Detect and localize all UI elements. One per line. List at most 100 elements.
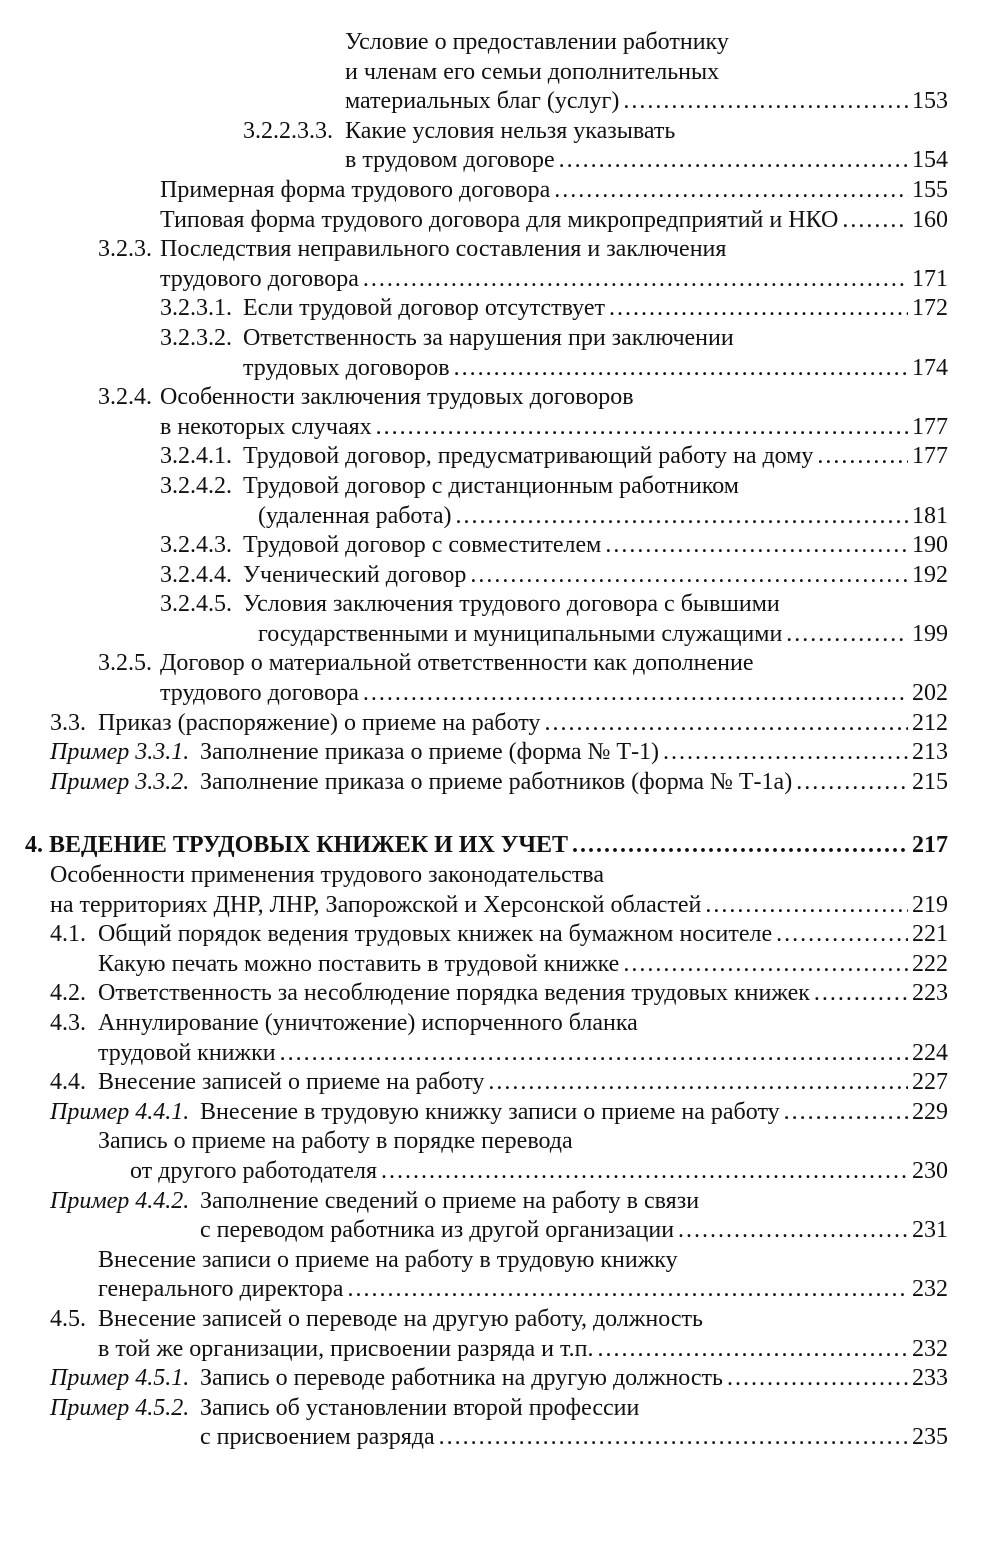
toc-entry[interactable]: Какую печать можно поставить в трудовой …	[0, 950, 1000, 980]
toc-entry-title: Заполнение сведений о приеме на работу в…	[200, 1187, 700, 1214]
toc-entry[interactable]: Условие о предоставлении работнику и член…	[0, 28, 1000, 117]
toc-entry-number: 4.5.	[50, 1305, 86, 1332]
toc-entry-title: Трудовой договор, предусматривающий рабо…	[243, 443, 814, 470]
page-number: 231	[912, 1217, 948, 1244]
dot-leader	[559, 146, 908, 176]
toc-entry-title: и членам его семьи дополнительных	[345, 58, 720, 85]
toc-entry-title: (удаленная работа)	[258, 502, 452, 529]
toc-entry-title: Внесение в трудовую книжку записи о прие…	[200, 1098, 780, 1125]
toc-entry[interactable]: Примерная форма трудового договора 155	[0, 176, 1000, 206]
dot-leader	[381, 1157, 908, 1187]
toc-entry-number: 3.2.3.1.	[160, 295, 232, 322]
toc-entry[interactable]: Особенности применения трудового законод…	[0, 861, 1000, 920]
toc-entry-title: трудового договора	[160, 680, 359, 707]
toc-entry-title: Приказ (распоряжение) о приеме на работу	[98, 709, 541, 736]
toc-entry[interactable]: 3.3. Приказ (распоряжение) о приеме на ра…	[0, 709, 1000, 739]
dot-leader	[705, 891, 908, 921]
toc-entry-title: трудового договора	[160, 265, 359, 292]
toc-entry-title: на территориях ДНР, ЛНР, Запорожской и Х…	[50, 891, 702, 918]
toc-entry-title: Какую печать можно поставить в трудовой …	[98, 950, 620, 977]
toc-entry-number: Пример 4.5.2.	[50, 1394, 190, 1421]
table-of-contents: Условие о предоставлении работнику и член…	[0, 28, 1000, 1453]
toc-entry-title: трудовой книжки	[98, 1039, 276, 1066]
toc-entry-title: от другого работодателя	[130, 1157, 377, 1184]
toc-entry[interactable]: Пример 3.3.2. Заполнение приказа о приеме…	[0, 768, 1000, 798]
dot-leader	[456, 502, 908, 532]
toc-entry[interactable]: Пример 4.4.1. Внесение в трудовую книжку …	[0, 1098, 1000, 1128]
toc-entry-title: Запись об установлении второй профессии	[200, 1394, 640, 1421]
toc-entry[interactable]: 3.2.4.1. Трудовой договор, предусматриваю…	[0, 442, 1000, 472]
toc-entry-title: Внесение записей о приеме на работу	[98, 1069, 485, 1096]
toc-entry[interactable]: 3.2.3.2. Ответственность за нарушения при…	[0, 324, 1000, 383]
toc-entry-number: 3.2.4.5.	[160, 591, 232, 618]
toc-entry[interactable]: 4. ВЕДЕНИЕ ТРУДОВЫХ КНИЖЕК И ИХ УЧЕТ 217	[0, 831, 1000, 861]
page-number: 172	[912, 295, 948, 322]
toc-entry-number: 3.2.4.	[98, 384, 152, 411]
toc-entry[interactable]: Пример 4.5.1. Запись о переводе работника…	[0, 1364, 1000, 1394]
toc-entry-title: Заполнение приказа о приеме (форма № Т-1…	[200, 739, 660, 766]
toc-entry-title: Условие о предоставлении работнику	[345, 29, 729, 55]
dot-leader	[572, 831, 908, 861]
toc-entry-number: 3.3.	[50, 709, 86, 736]
toc-entry[interactable]: 3.2.3.1. Если трудовой договор отсутствуе…	[0, 294, 1000, 324]
toc-entry[interactable]: 3.2.4.3. Трудовой договор с совместителем…	[0, 531, 1000, 561]
toc-entry-title: в некоторых случаях	[160, 413, 372, 440]
page-number: 212	[912, 709, 948, 736]
toc-entry-title: Ученический договор	[243, 561, 467, 588]
dot-leader	[363, 679, 908, 709]
page-number: 190	[912, 532, 948, 559]
toc-entry-title: с присвоением разряда	[200, 1424, 435, 1451]
toc-entry-title: Особенности заключения трудовых договоро…	[160, 384, 634, 411]
dot-leader	[786, 620, 908, 650]
dot-leader	[776, 920, 908, 950]
dot-leader	[363, 265, 908, 295]
toc-entry-title: трудовых договоров	[243, 354, 450, 381]
toc-entry[interactable]: 3.2.5. Договор о материальной ответственн…	[0, 649, 1000, 708]
toc-entry[interactable]: Пример 3.3.1. Заполнение приказа о приеме…	[0, 738, 1000, 768]
toc-entry-number: 4.4.	[50, 1069, 86, 1096]
toc-entry-number: 3.2.3.2.	[160, 324, 232, 351]
dot-leader	[678, 1216, 908, 1246]
toc-entry-title: Условия заключения трудового договора с …	[243, 591, 780, 618]
page-number: 171	[912, 265, 948, 292]
toc-entry[interactable]: Пример 4.4.2. Заполнение сведений о прием…	[0, 1187, 1000, 1246]
toc-entry[interactable]: 3.2.3. Последствия неправильного составле…	[0, 235, 1000, 294]
dot-leader	[454, 354, 908, 384]
toc-entry[interactable]: 3.2.2.3.3. Какие условия нельзя указывать…	[0, 117, 1000, 176]
toc-entry[interactable]: 3.2.4. Особенности заключения трудовых до…	[0, 383, 1000, 442]
toc-entry[interactable]: 4.5. Внесение записей о переводе на другу…	[0, 1305, 1000, 1364]
toc-entry-number: 3.2.4.2.	[160, 472, 232, 499]
toc-entry-number: Пример 4.4.1.	[50, 1098, 190, 1125]
page-number: 199	[912, 620, 948, 647]
dot-leader	[609, 294, 908, 324]
toc-entry[interactable]: Запись о приеме на работу в порядке пере…	[0, 1127, 1000, 1186]
page-number: 215	[912, 768, 948, 795]
toc-entry[interactable]: 3.2.4.5. Условия заключения трудового дог…	[0, 590, 1000, 649]
page-number: 230	[912, 1157, 948, 1184]
page-number: 229	[912, 1098, 948, 1125]
toc-entry-title: Ответственность за нарушения при заключе…	[243, 324, 734, 351]
page-number: 154	[912, 147, 948, 174]
toc-entry[interactable]: 3.2.4.4. Ученический договор 192	[0, 561, 1000, 591]
toc-entry[interactable]: 4.1. Общий порядок ведения трудовых книже…	[0, 920, 1000, 950]
toc-entry[interactable]: 4.2. Ответственность за несоблюдение поря…	[0, 979, 1000, 1009]
page-number: 224	[912, 1039, 948, 1066]
dot-leader	[623, 87, 908, 117]
dot-leader	[376, 413, 908, 443]
toc-entry-title: Трудовой договор с совместителем	[243, 532, 602, 559]
toc-entry-title: с переводом работника из другой организа…	[200, 1217, 675, 1244]
page-number: 160	[912, 206, 948, 233]
dot-leader	[598, 1335, 908, 1365]
toc-entry[interactable]: 4.3. Аннулирование (уничтожение) испорчен…	[0, 1009, 1000, 1068]
toc-entry[interactable]: 3.2.4.2. Трудовой договор с дистанционным…	[0, 472, 1000, 531]
toc-entry[interactable]: Внесение записи о приеме на работу в тру…	[0, 1246, 1000, 1305]
toc-entry[interactable]: Типовая форма трудового договора для мик…	[0, 206, 1000, 236]
toc-entry[interactable]: Пример 4.5.2. Запись об установлении втор…	[0, 1394, 1000, 1453]
toc-entry[interactable]: 4.4. Внесение записей о приеме на работу 2…	[0, 1068, 1000, 1098]
toc-entry-number: 3.2.3.	[98, 236, 152, 263]
dot-leader	[280, 1039, 908, 1069]
dot-leader	[470, 561, 908, 591]
dot-leader	[488, 1068, 908, 1098]
toc-entry-number: 4.2.	[50, 980, 86, 1007]
page-number: 217	[912, 832, 948, 859]
